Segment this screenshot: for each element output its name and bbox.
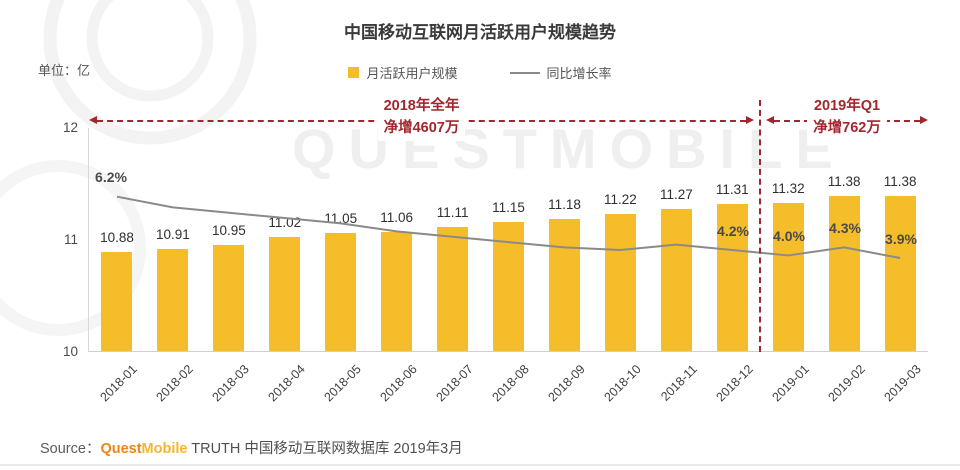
x-axis-label-2019-01: 2019-01: [769, 362, 812, 405]
mau-bar: [213, 244, 245, 351]
growth-line: [116, 195, 901, 259]
bar-slot-2018-04: 11.02: [257, 128, 313, 351]
growth-rate-label-2019-01: 4.0%: [773, 227, 805, 244]
bar-slot-2019-02: 11.38: [816, 128, 872, 351]
mau-bar-value: 11.06: [380, 210, 414, 226]
source-brand-quest: Quest: [100, 441, 142, 457]
bar-slot-2019-01: 11.32: [760, 128, 816, 351]
bar-slot-2018-06: 11.06: [369, 128, 425, 351]
x-axis-label-2018-06: 2018-06: [377, 362, 420, 405]
x-axis-label-2018-07: 2018-07: [433, 362, 476, 405]
growth-line-path: [116, 195, 901, 259]
source-prefix: Source：: [40, 441, 101, 457]
mau-bar-value: 11.11: [436, 204, 469, 220]
bar-slot-2018-12: 11.31: [704, 128, 760, 351]
mau-bar: [828, 196, 860, 351]
x-axis-label-2019-03: 2019-03: [881, 362, 924, 405]
x-axis-label-2018-09: 2018-09: [545, 362, 588, 405]
y-axis-tick-11: 11: [63, 232, 78, 247]
bar-slot-2018-11: 11.27: [648, 128, 704, 351]
bar-slot-2018-09: 11.18: [537, 128, 593, 351]
mau-bar-value: 11.32: [771, 181, 805, 197]
bar-series-swatch-icon: [348, 67, 360, 78]
mau-bar-value: 10.95: [211, 222, 246, 238]
bar-slot-2018-02: 10.91: [145, 128, 201, 351]
growth-rate-label-2018-12: 4.2%: [717, 222, 749, 239]
mau-bar: [548, 218, 580, 351]
mau-bar-value: 11.27: [659, 186, 693, 202]
mau-bar: [604, 214, 636, 351]
annotation-2018-line1: 2018年全年: [383, 98, 460, 114]
x-axis-label-2018-05: 2018-05: [321, 362, 364, 405]
source-brand-mobile: Mobile: [141, 441, 188, 457]
source-suffix: TRUTH 中国移动互联网数据库 2019年3月: [187, 441, 463, 457]
mau-bar-value: 11.18: [548, 196, 581, 212]
source-line: Source：QuestMobile TRUTH 中国移动互联网数据库 2019…: [40, 437, 463, 458]
mau-bar-value: 11.15: [492, 200, 525, 216]
mau-bar-value: 11.38: [883, 174, 917, 190]
legend-bar-label: 月活跃用户规模: [366, 66, 458, 81]
x-axis-label-2018-10: 2018-10: [601, 362, 644, 405]
mau-bar: [157, 249, 189, 351]
line-series-swatch-icon: [509, 71, 540, 74]
x-axis-label-2018-11: 2018-11: [658, 362, 700, 404]
x-axis-labels: 2018-01 2018-02 2018-03 2018-04 2018-05 2018-…: [88, 356, 928, 420]
plot-area: 10.88 10.91 10.95 11.02 11.05 11.06 11.11 11.15…: [88, 128, 928, 352]
annotation-2019q1-line2: 净增762万: [813, 120, 881, 137]
period-divider-line: [759, 100, 761, 352]
bar-slot-2018-07: 11.11: [425, 128, 481, 351]
growth-rate-label-2018-01: 6.2%: [95, 169, 127, 185]
bar-slot-2019-03: 11.38: [872, 128, 928, 351]
bottom-divider: [0, 464, 960, 466]
growth-rate-label-2019-02: 4.3%: [829, 219, 861, 236]
mau-bar-value: 11.22: [604, 192, 637, 208]
bar-slot-2018-03: 10.95: [201, 128, 257, 351]
growth-rate-label-2019-03: 3.9%: [885, 230, 917, 247]
annotation-2018: 2018年全年 净增4607万: [97, 94, 746, 141]
mau-bar: [884, 196, 916, 351]
legend-line-label: 同比增长率: [546, 66, 612, 81]
mau-bar: [660, 208, 692, 351]
bar-slot-2018-10: 11.22: [592, 128, 648, 351]
y-axis-tick-12: 12: [62, 120, 78, 135]
mau-bar-value: 11.31: [715, 182, 749, 198]
annotation-2019q1: 2019年Q1 净增762万: [774, 94, 920, 141]
mau-bar: [716, 204, 748, 351]
x-axis-label-2018-02: 2018-02: [153, 362, 196, 405]
x-axis-label-2018-04: 2018-04: [265, 362, 308, 405]
bar-series: 10.88 10.91 10.95 11.02 11.05 11.06 11.11 11.15…: [89, 128, 928, 351]
mau-bar-value: 11.38: [827, 174, 861, 190]
mau-bar: [381, 232, 413, 351]
mau-bar: [269, 236, 301, 351]
x-axis-label-2018-01: 2018-01: [97, 362, 140, 405]
x-axis-label-2019-02: 2019-02: [825, 362, 868, 405]
x-axis-label-2018-08: 2018-08: [489, 362, 532, 405]
annotation-2019q1-line1: 2019年Q1: [813, 98, 881, 114]
legend-item-bar: 月活跃用户规模: [348, 63, 458, 82]
legend-item-line: 同比增长率: [509, 63, 612, 82]
mau-bar: [772, 203, 804, 351]
page-title: 中国移动互联网月活跃用户规模趋势: [344, 23, 616, 42]
unit-label: 单位：亿: [38, 63, 91, 78]
x-axis-label-2018-12: 2018-12: [713, 362, 756, 405]
x-axis-label-2018-03: 2018-03: [209, 362, 252, 405]
mau-bar: [437, 226, 469, 351]
legend: 月活跃用户规模 同比增长率: [0, 63, 960, 82]
mau-bar-value: 10.91: [156, 227, 190, 243]
annotation-2018-line2: 净增4607万: [383, 120, 460, 137]
mau-bar: [325, 233, 357, 351]
y-axis-tick-10: 10: [62, 344, 78, 359]
